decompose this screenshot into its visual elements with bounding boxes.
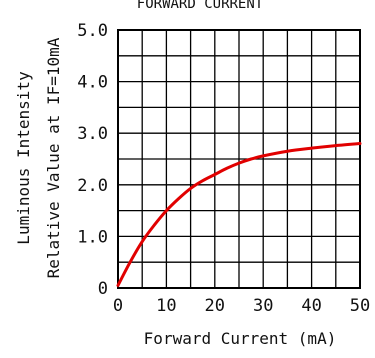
x-tick-label: 10: [156, 296, 176, 316]
y-tick-label: 1.0: [77, 227, 108, 247]
x-tick-label: 0: [113, 296, 123, 316]
grid: [118, 30, 360, 288]
x-tick-label: 20: [205, 296, 225, 316]
x-tick-label: 50: [350, 296, 370, 316]
y-tick-label: 5.0: [77, 21, 108, 41]
plot-frame: [117, 29, 361, 289]
tick-labels: 0 10 20 30 40 50 0 1.0 2.0 3.0 4.0 5.0: [77, 21, 370, 316]
y-axis-label-line2: Relative Value at IF=10mA: [44, 37, 63, 278]
series-line-luminous-intensity: [116, 142, 362, 287]
y-tick-label: 4.0: [77, 73, 108, 93]
y-tick-label: 3.0: [77, 124, 108, 144]
chart-title: FORWARD CURRENT: [137, 0, 264, 12]
y-tick-label: 0: [98, 279, 108, 299]
x-axis-label: Forward Current (mA): [144, 329, 337, 348]
y-tick-label: 2.0: [77, 176, 108, 196]
y-axis-label-line1: Luminous Intensity: [14, 71, 33, 245]
x-tick-label: 40: [301, 296, 321, 316]
x-tick-label: 30: [253, 296, 273, 316]
